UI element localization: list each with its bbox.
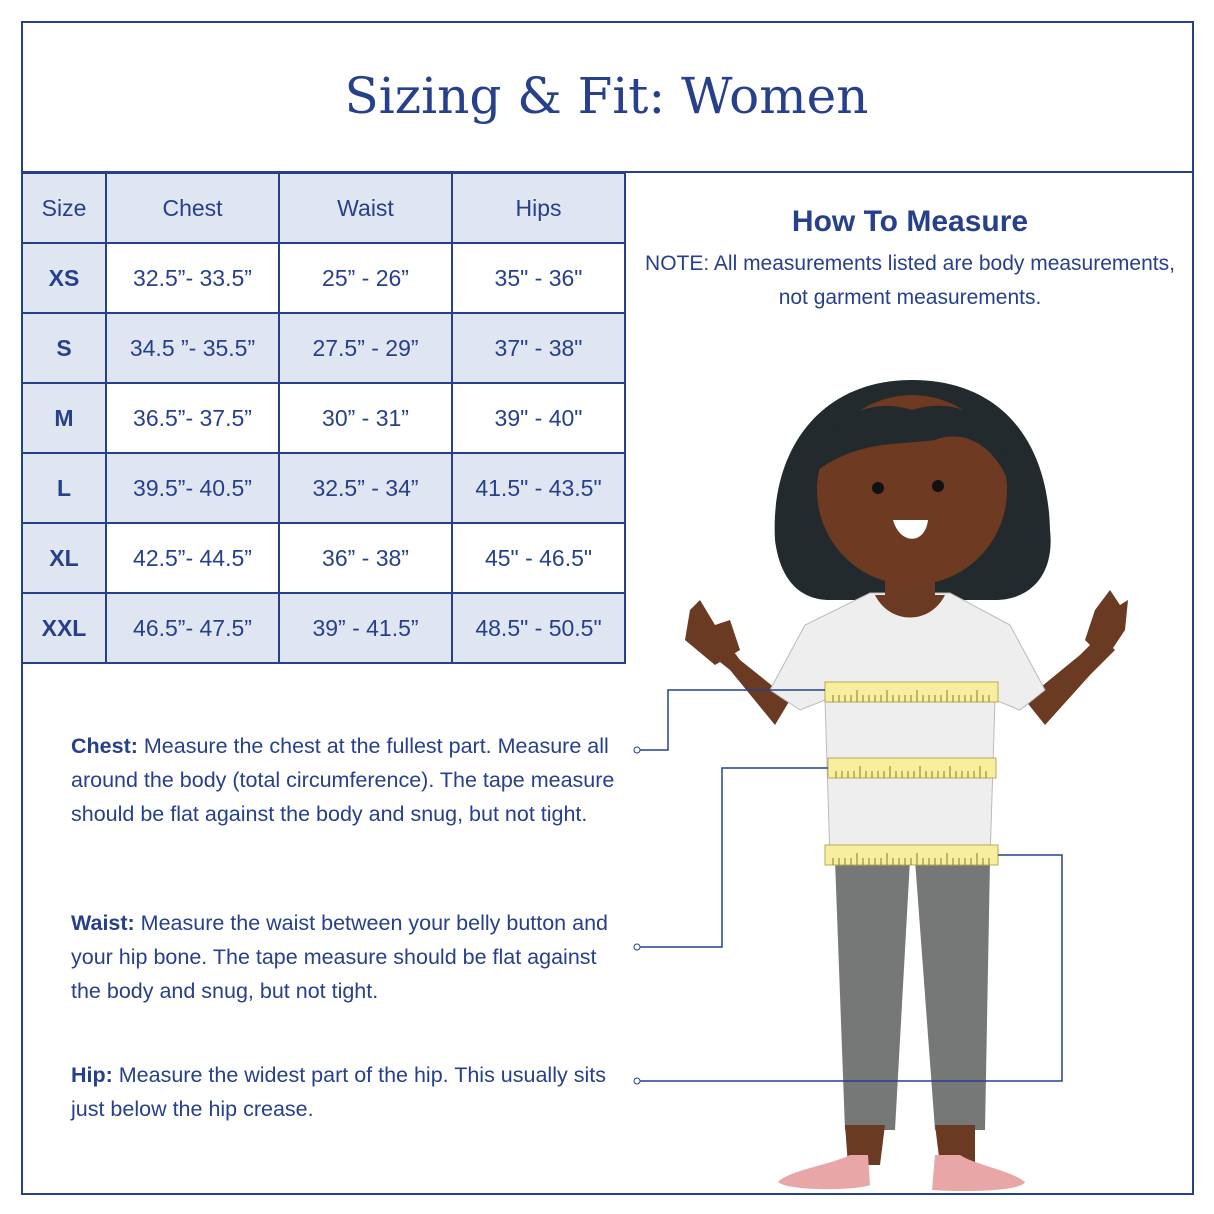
waist-text: Measure the waist between your belly but… bbox=[71, 911, 608, 1003]
measurement-note: NOTE: All measurements listed are body m… bbox=[645, 252, 1175, 309]
right-hand bbox=[1085, 590, 1128, 660]
chest-instruction: Chest: Measure the chest at the fullest … bbox=[71, 729, 631, 831]
page-title: Sizing & Fit: Women bbox=[344, 67, 869, 125]
waist-cell: 36” - 38” bbox=[278, 522, 453, 594]
left-leg bbox=[835, 860, 910, 1130]
header-cell: Chest bbox=[105, 172, 280, 244]
title-bar: Sizing & Fit: Women bbox=[21, 21, 1192, 173]
header-cell: Hips bbox=[451, 172, 626, 244]
hips-cell: 41.5" - 43.5" bbox=[451, 452, 626, 524]
hip-label: Hip: bbox=[71, 1063, 113, 1087]
table-row: L 39.5”- 40.5” 32.5” - 34” 41.5" - 43.5" bbox=[21, 452, 626, 524]
waist-cell: 25” - 26” bbox=[278, 242, 453, 314]
left-eye bbox=[872, 482, 884, 494]
right-eye bbox=[932, 480, 944, 492]
header-cell: Size bbox=[21, 172, 107, 244]
measuring-illustration bbox=[633, 380, 1128, 1192]
waist-leader-line bbox=[640, 767, 828, 948]
hip-text: Measure the widest part of the hip. This… bbox=[71, 1063, 606, 1121]
right-arm bbox=[1025, 635, 1115, 725]
waist-tape bbox=[827, 757, 997, 779]
table-row: M 36.5”- 37.5” 30” - 31” 39" - 40" bbox=[21, 382, 626, 454]
table-row: XXL 46.5”- 47.5” 39” - 41.5” 48.5" - 50.5" bbox=[21, 592, 626, 664]
hair-fringe bbox=[818, 405, 1008, 480]
hip-leader-line bbox=[640, 854, 1063, 1082]
chest-leader-line bbox=[640, 689, 825, 751]
how-to-heading: How To Measure bbox=[791, 205, 1029, 238]
chest-cell: 34.5 ”- 35.5” bbox=[105, 312, 280, 384]
waist-leader-dot bbox=[633, 943, 641, 951]
size-cell: XL bbox=[21, 522, 107, 594]
chest-cell: 46.5”- 47.5” bbox=[105, 592, 280, 664]
waist-instruction: Waist: Measure the waist between your be… bbox=[71, 906, 631, 1008]
waist-cell: 32.5” - 34” bbox=[278, 452, 453, 524]
chest-cell: 36.5”- 37.5” bbox=[105, 382, 280, 454]
table-header-row: Size Chest Waist Hips bbox=[21, 172, 626, 244]
chest-cell: 32.5”- 33.5” bbox=[105, 242, 280, 314]
hip-leader-dot bbox=[633, 1077, 641, 1085]
table-row: S 34.5 ”- 35.5” 27.5” - 29” 37" - 38" bbox=[21, 312, 626, 384]
size-cell: S bbox=[21, 312, 107, 384]
left-hand bbox=[685, 600, 740, 665]
hips-cell: 35" - 36" bbox=[451, 242, 626, 314]
hips-cell: 37" - 38" bbox=[451, 312, 626, 384]
size-cell: XS bbox=[21, 242, 107, 314]
right-leg bbox=[915, 860, 990, 1130]
size-cell: XXL bbox=[21, 592, 107, 664]
size-table: Size Chest Waist Hips XS 32.5”- 33.5” 25” … bbox=[21, 172, 626, 664]
hips-cell: 39" - 40" bbox=[451, 382, 626, 454]
how-to-measure: How To Measure NOTE: All measurements li… bbox=[640, 205, 1180, 315]
right-shoe bbox=[932, 1155, 1025, 1192]
header-cell: Waist bbox=[278, 172, 453, 244]
waist-cell: 30” - 31” bbox=[278, 382, 453, 454]
hips-cell: 48.5" - 50.5" bbox=[451, 592, 626, 664]
hips-cell: 45" - 46.5" bbox=[451, 522, 626, 594]
table-row: XS 32.5”- 33.5” 25” - 26” 35" - 36" bbox=[21, 242, 626, 314]
smile bbox=[893, 520, 928, 539]
neckline bbox=[875, 595, 945, 618]
waist-cell: 39” - 41.5” bbox=[278, 592, 453, 664]
waist-cell: 27.5” - 29” bbox=[278, 312, 453, 384]
table-row: XL 42.5”- 44.5” 36” - 38” 45" - 46.5" bbox=[21, 522, 626, 594]
size-cell: M bbox=[21, 382, 107, 454]
left-arm bbox=[705, 640, 790, 725]
chest-leader-dot bbox=[633, 746, 641, 754]
chest-label: Chest: bbox=[71, 734, 138, 758]
hip-instruction: Hip: Measure the widest part of the hip.… bbox=[71, 1058, 631, 1126]
left-shoe bbox=[778, 1155, 870, 1190]
chest-cell: 42.5”- 44.5” bbox=[105, 522, 280, 594]
chest-cell: 39.5”- 40.5” bbox=[105, 452, 280, 524]
size-cell: L bbox=[21, 452, 107, 524]
chest-tape bbox=[824, 681, 999, 703]
waist-label: Waist: bbox=[71, 911, 135, 935]
chest-text: Measure the chest at the fullest part. M… bbox=[71, 734, 615, 826]
hip-tape bbox=[824, 844, 999, 866]
shirt bbox=[769, 592, 1046, 861]
